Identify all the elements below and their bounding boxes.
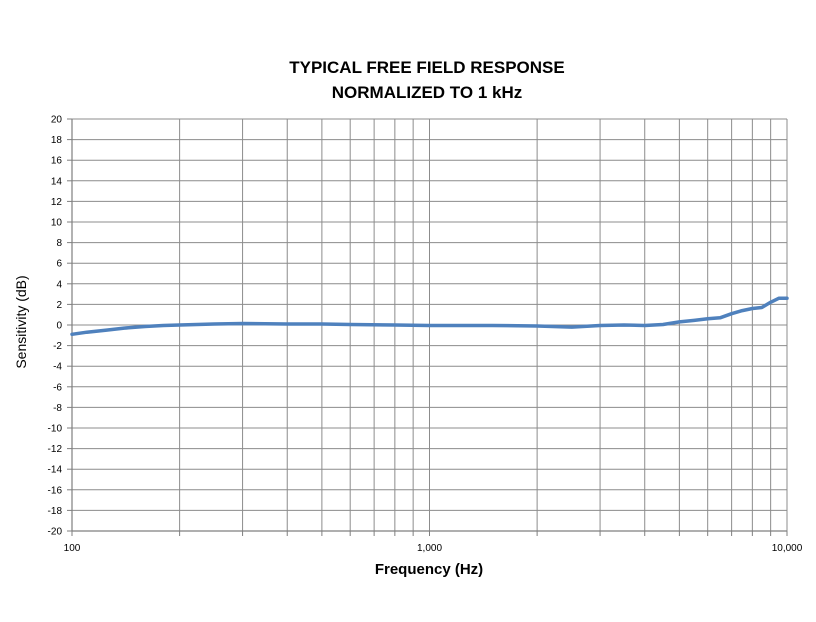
y-tick-label: -4 [53,362,62,373]
y-tick-label: 18 [51,135,63,146]
grid [71,118,788,532]
y-tick-label: -10 [48,424,63,435]
y-tick-label: -18 [48,506,63,517]
y-tick-label: 6 [56,259,62,270]
x-axis-label: Frequency (Hz) [375,561,483,578]
x-tick-label: 10,000 [772,543,803,554]
y-tick-label: -14 [48,465,63,476]
y-tick-label: 14 [51,176,63,187]
chart-title-line-2: NORMALIZED TO 1 kHz [332,83,522,102]
y-tick-label: 0 [56,321,62,332]
x-tick-label: 1,000 [417,543,442,554]
y-tick-label: -8 [53,403,62,414]
y-tick-label: 8 [56,238,62,249]
series-group [70,296,789,337]
y-tick-label: -6 [53,382,62,393]
y-axis-label: Sensitivity (dB) [13,275,29,368]
y-tick-label: -12 [48,444,63,455]
y-tick-label: 12 [51,197,63,208]
y-tick-label: 20 [51,115,63,126]
x-axis-ticks: 100 1,000 10,000 [64,531,803,554]
y-tick-label: 10 [51,218,63,229]
chart-title-line-1: TYPICAL FREE FIELD RESPONSE [289,58,565,77]
x-tick-label: 100 [64,543,81,554]
y-axis-ticks: 20181614121086420-2-4-6-8-10-12-14-16-18… [48,115,72,538]
y-tick-label: 16 [51,156,63,167]
y-tick-label: 4 [56,279,62,290]
y-tick-label: 2 [56,300,62,311]
series-line [70,296,789,337]
y-tick-label: -20 [48,527,63,538]
y-tick-label: -2 [53,341,62,352]
y-tick-label: -16 [48,485,63,496]
